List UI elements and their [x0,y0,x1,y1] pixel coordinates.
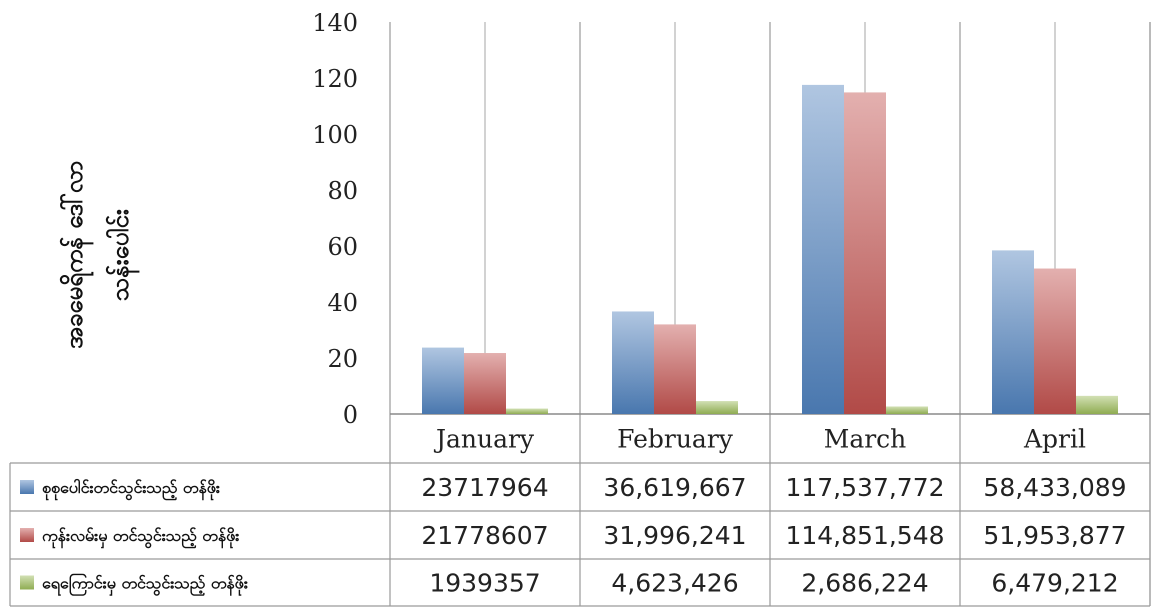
category-label: January [433,425,535,454]
bar-january-series-2 [464,353,506,414]
data-label: 2,686,224 [801,569,928,598]
data-label: 58,433,089 [983,473,1126,502]
data-label: 6,479,212 [991,569,1118,598]
bar-march-series-3 [886,406,928,414]
bar-march-series-1 [802,84,844,415]
bars [422,84,1118,415]
bar-february-series-3 [696,401,738,414]
legend-key-series-3 [20,575,34,590]
y-tick-label: 140 [312,9,358,37]
bar-february-series-1 [612,311,654,414]
y-axis-ticks: 0 20 40 60 80 100 120 140 [312,9,358,429]
bar-january-series-1 [422,347,464,414]
category-label: February [617,425,734,454]
y-tick-label: 60 [327,233,358,261]
y-tick-label: 120 [312,65,358,93]
data-label: 1939357 [429,569,540,598]
data-label: 21778607 [421,521,548,550]
y-tick-label: 100 [312,121,358,149]
y-tick-label: 0 [343,401,358,429]
data-label: 114,851,548 [785,521,944,550]
bar-april-series-2 [1034,268,1076,414]
bar-february-series-2 [654,324,696,414]
legend-label-series-2: ကုန်းလမ်းမှ တင်သွင်းသည့် တန်ဖိုး [42,526,239,549]
bar-april-series-3 [1076,395,1118,414]
bar-april-series-1 [992,250,1034,414]
legend-key-series-1 [20,480,34,494]
bar-march-series-2 [844,92,886,415]
y-tick-label: 40 [327,289,358,317]
y-tick-label: 80 [327,177,358,205]
data-label: 51,953,877 [983,521,1126,550]
category-label: April [1023,425,1086,454]
category-label: March [824,425,907,454]
data-label: 4,623,426 [611,569,738,598]
bar-january-series-3 [506,408,548,414]
data-label: 23717964 [421,473,548,502]
legend-label-series-3: ရေကြောင်းမှ တင်သွင်းသည့် တန်ဖိုး [42,573,248,597]
legend-label-series-1: စုစုပေါင်းတင်သွင်းသည့် တန်ဖိုး [42,478,220,501]
y-tick-label: 20 [327,345,358,373]
y-axis-label-line: အခမေရိကန် ဒေါ်လာ [59,161,94,349]
y-axis-label-line: သန်းပေါင်း [105,209,140,301]
data-label: 36,619,667 [603,473,746,502]
data-label: 117,537,772 [785,473,944,502]
y-axis-label: အခမေရိကန် ဒေါ်လာ သန်းပေါင်း [59,161,140,349]
data-label: 31,996,241 [603,521,746,550]
legend-key-series-2 [20,528,34,542]
data-table: January February March April စုစုပေါင်းတင်သွ… [9,22,1151,607]
